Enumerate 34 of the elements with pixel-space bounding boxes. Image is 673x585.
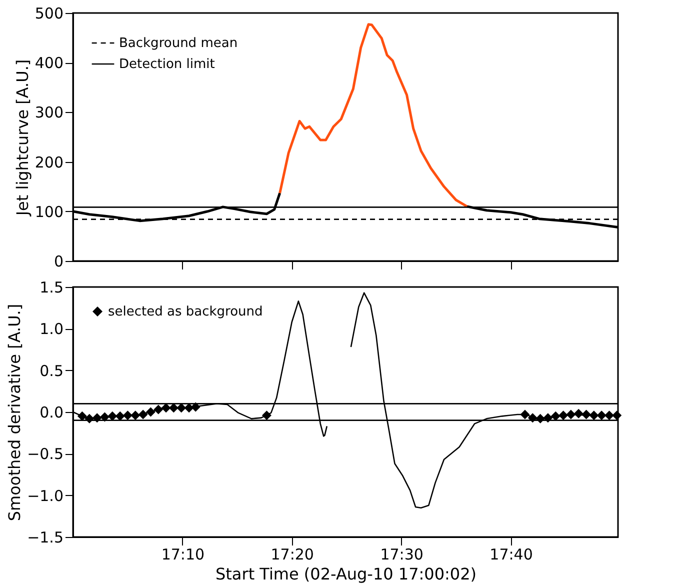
legend-label: Detection limit — [119, 57, 215, 72]
x-tick-label: 17:30 — [380, 546, 424, 564]
point — [612, 410, 622, 420]
y-axis-title: Jet lightcurve [A.U.] — [12, 59, 32, 217]
y-tick-label: 1.5 — [40, 278, 64, 296]
point — [574, 408, 584, 418]
point — [550, 411, 560, 421]
point — [582, 410, 592, 420]
y-tick-label: 300 — [34, 104, 64, 122]
x-axis-title: Start Time (02-Aug-10 17:00:02) — [216, 564, 476, 584]
y-tick-label: 0.0 — [40, 404, 64, 422]
point — [589, 410, 599, 420]
y-tick-label: 1.0 — [40, 320, 64, 338]
y-tick-label: 0.5 — [40, 362, 64, 380]
x-tick-label: 17:40 — [490, 546, 533, 564]
y-tick-label: −0.5 — [27, 445, 64, 464]
line-series — [278, 23, 468, 208]
y-tick-label: 200 — [34, 153, 64, 172]
y-tick-label: 500 — [34, 4, 64, 22]
legend-label: Background mean — [119, 36, 238, 51]
point — [566, 410, 576, 420]
y-axis-title: Smoothed derivative [A.U.] — [5, 304, 24, 522]
point — [604, 410, 614, 420]
y-tick-label: 100 — [34, 202, 64, 221]
x-tick-label: 17:20 — [270, 546, 314, 564]
point — [558, 410, 568, 420]
y-tick-label: 400 — [34, 54, 64, 72]
legend-label: selected as background — [108, 304, 263, 320]
point — [520, 410, 530, 420]
y-tick-label: 0 — [54, 252, 64, 270]
y-tick-label: −1.0 — [27, 486, 64, 505]
y-tick-label: −1.5 — [27, 528, 64, 546]
point — [596, 410, 606, 420]
x-tick-label: 17:10 — [161, 546, 205, 564]
